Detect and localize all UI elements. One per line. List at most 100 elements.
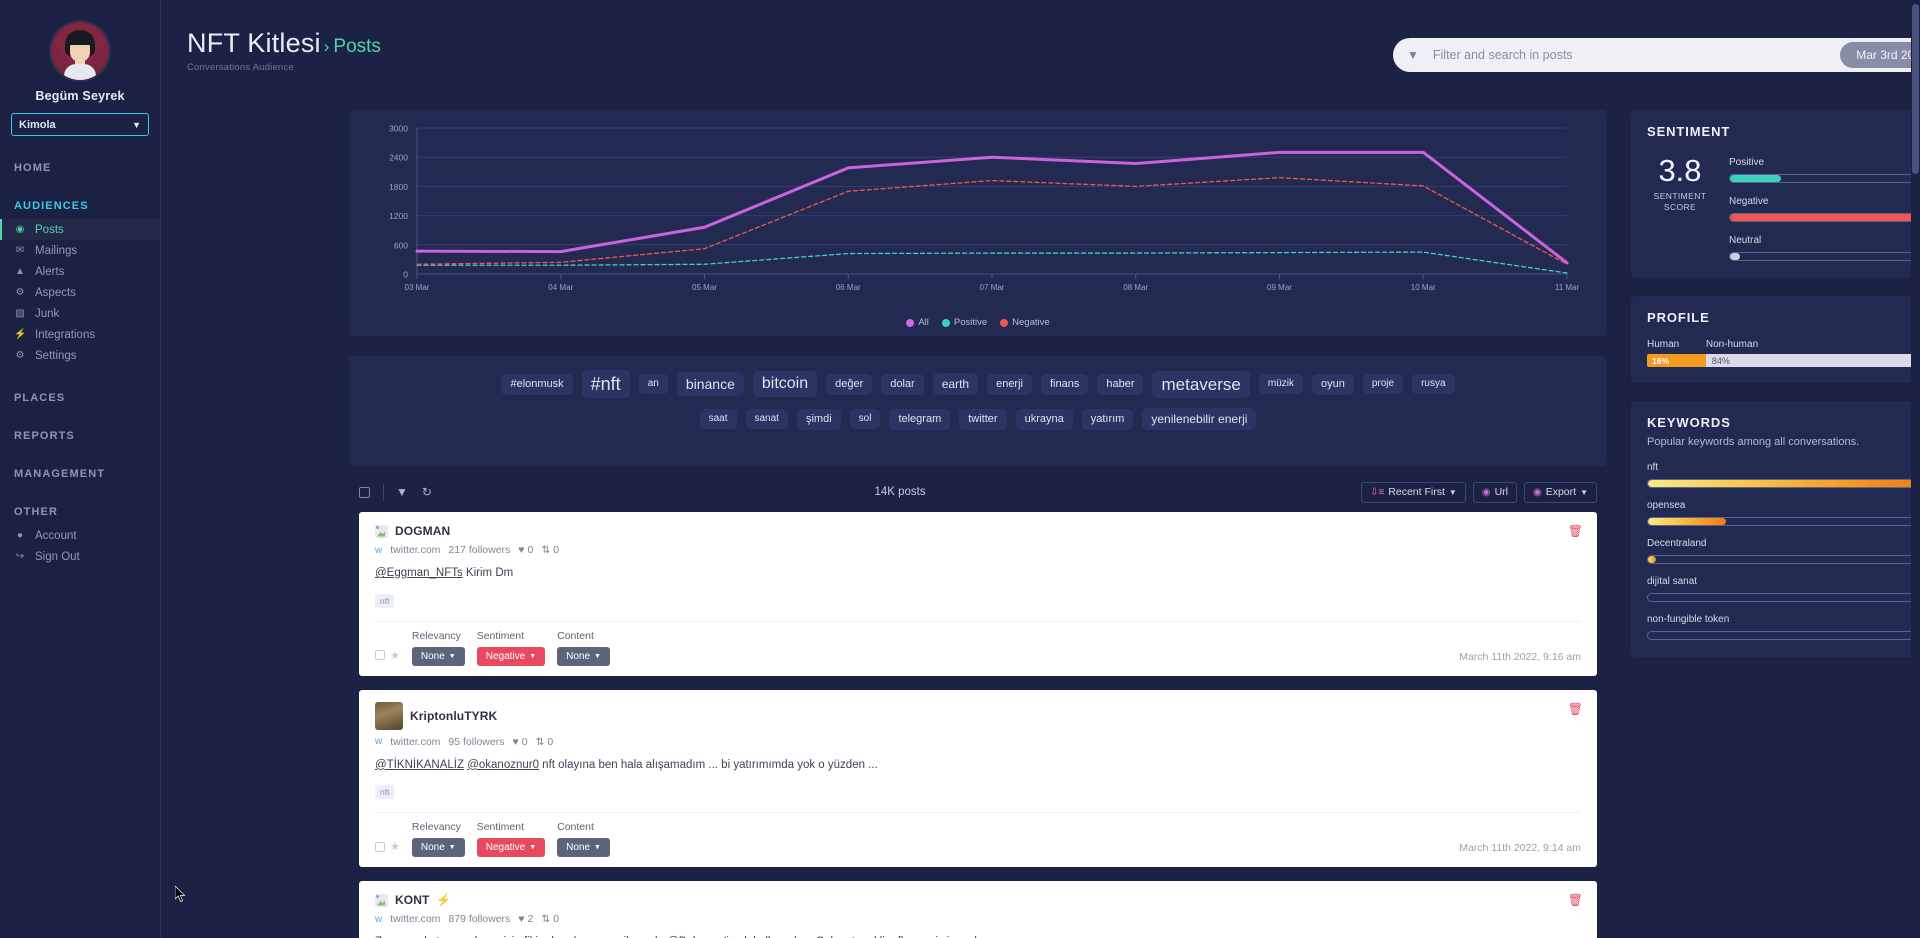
trend-chart: 0 600 1200 1800 2400 3000 03 Mar 04 Mar 05 Mar 06… (389, 124, 1580, 293)
tag-item[interactable]: saat (699, 409, 737, 429)
sidebar-item-settings[interactable]: ⚙ Settings (0, 345, 160, 366)
avatar-neck (75, 58, 85, 68)
sort-button[interactable]: ⇩≡ Recent First ▼ (1361, 481, 1466, 503)
tag-item[interactable]: ukrayna (1015, 408, 1073, 430)
sidebar-section-places[interactable]: PLACES (14, 392, 66, 404)
retweets-count: 0 (553, 544, 560, 556)
date-range-picker[interactable]: Mar 3rd 2022 - Apr 28th 2022 (1840, 42, 1920, 68)
tag-item[interactable]: yenilenebilir enerji (1142, 408, 1257, 430)
search-bar[interactable]: ▼ Filter and search in posts Mar 3rd 202… (1393, 38, 1920, 72)
tag-item[interactable]: telegram (889, 408, 951, 430)
tag-item[interactable]: finans (1040, 373, 1089, 395)
sidebar-item-posts[interactable]: ◉ Posts (0, 219, 160, 240)
svg-text:11 Mar: 11 Mar (1555, 283, 1580, 292)
legend-item-positive[interactable]: Positive (941, 317, 987, 328)
post-followers: 217 followers (448, 544, 511, 556)
post-card[interactable]: KriptonluTYRK w twitter.com 95 followers ♥ 0 ⇅… (359, 689, 1597, 868)
tag-item[interactable]: #nft (581, 370, 630, 398)
delete-icon[interactable]: 🗑 (1567, 701, 1583, 716)
sidebar-section-home[interactable]: HOME (14, 162, 52, 174)
post-author[interactable]: DOGMAN (395, 524, 451, 538)
legend-item-negative[interactable]: Negative (1000, 317, 1050, 328)
post-author[interactable]: KONT (395, 893, 430, 908)
legend-item-all[interactable]: All (906, 317, 929, 328)
tag-item[interactable]: enerji (987, 373, 1032, 395)
post-mention-link[interactable]: @okanoznur0 (467, 758, 539, 771)
tag-item[interactable]: şimdi (796, 408, 841, 430)
select-all-checkbox[interactable] (359, 486, 370, 498)
tag-item[interactable]: dolar (881, 373, 924, 395)
refresh-icon[interactable]: ↻ (421, 485, 432, 499)
star-icon[interactable]: ★ (390, 841, 400, 854)
relevancy-dropdown[interactable]: None ▼ (411, 646, 465, 666)
relevancy-dropdown[interactable]: None ▼ (411, 838, 465, 858)
keyword-tag-cloud: #elonmusk #nft an binance bitcoin değer dolar e… (349, 356, 1607, 466)
post-mention-link[interactable]: @Eggman_NFTs (375, 567, 463, 579)
sidebar-item-sign-out[interactable]: ↪ Sign Out (0, 546, 160, 567)
delete-icon[interactable]: 🗑 (1567, 893, 1583, 908)
tag-item[interactable]: sanat (745, 409, 788, 429)
export-button[interactable]: ◉ Export ▼ (1523, 481, 1597, 503)
delete-icon[interactable]: 🗑 (1567, 524, 1583, 538)
tag-item[interactable]: proje (1362, 374, 1404, 394)
retweets-count: 0 (547, 735, 554, 748)
breadcrumb-current[interactable]: Posts (333, 36, 381, 57)
keyword-row[interactable]: Decentraland 2% (1647, 538, 1920, 565)
post-mention-link[interactable]: @TİKNİKANALİZ (375, 758, 464, 771)
tag-item[interactable]: sol (849, 409, 881, 429)
keyword-bar-track (1647, 516, 1920, 526)
tag-item[interactable]: değer (826, 373, 873, 395)
tag-item[interactable]: binance (676, 372, 744, 396)
post-checkbox[interactable] (375, 650, 385, 661)
post-tag[interactable]: nft (375, 593, 395, 608)
sidebar-item-integrations[interactable]: ⚡ Integrations (0, 324, 160, 345)
sentiment-bars: Positive 21% Negative 75% Neutral 4% (1729, 155, 1920, 262)
keyword-row[interactable]: nft 82% (1647, 462, 1920, 489)
sidebar-item-alerts[interactable]: ▲ Alerts (0, 261, 160, 282)
sentiment-dropdown[interactable]: Negative ▼ (476, 646, 546, 666)
scrollbar-thumb[interactable] (1912, 4, 1919, 174)
tag-item[interactable]: bitcoin (752, 371, 818, 397)
tag-item[interactable]: yatırım (1081, 408, 1134, 430)
url-button[interactable]: ◉ Url (1472, 481, 1517, 503)
post-tag[interactable]: nft (375, 785, 395, 800)
sidebar-section-other[interactable]: OTHER (14, 506, 58, 518)
tag-item[interactable]: metaverse (1152, 370, 1250, 398)
tag-item[interactable]: #elonmusk (501, 373, 573, 395)
tag-item[interactable]: müzik (1258, 374, 1303, 394)
sidebar-section-audiences[interactable]: AUDIENCES (14, 200, 89, 212)
keyword-label: non-fungible token (1647, 614, 1730, 625)
sidebar-item-aspects[interactable]: ⚙ Aspects (0, 282, 160, 303)
content-dropdown[interactable]: None ▼ (557, 646, 610, 666)
profile-labels: Human Non-human (1647, 339, 1920, 350)
sidebar-item-account[interactable]: ● Account (0, 525, 160, 546)
tag-item[interactable]: haber (1097, 373, 1144, 395)
tag-item[interactable]: earth (932, 373, 979, 395)
sidebar-section-management[interactable]: MANAGEMENT (14, 468, 106, 480)
tag-item[interactable]: oyun (1311, 373, 1354, 395)
post-card[interactable]: DOGMAN w twitter.com 217 followers ♥ 0 ⇅ 0 @Eggm… (359, 512, 1597, 676)
post-card[interactable]: KONT ⚡ w twitter.com 879 followers ♥2 ⇅0 Zamanı… (359, 881, 1597, 938)
keyword-row[interactable]: opensea 24% (1647, 500, 1920, 527)
tag-item[interactable]: twitter (959, 408, 1007, 430)
search-input-placeholder[interactable]: Filter and search in posts (1432, 48, 1573, 62)
sidebar-item-mailings[interactable]: ✉ Mailings (0, 240, 160, 261)
account-select[interactable]: Kimola ▼ (11, 113, 149, 136)
post-checkbox[interactable] (375, 841, 385, 852)
sidebar-item-junk[interactable]: ▧ Junk (0, 303, 160, 324)
avatar[interactable] (51, 22, 109, 80)
funnel-icon[interactable]: ▼ (396, 485, 408, 499)
keyword-bar-line: 82% (1647, 477, 1920, 489)
keyword-row[interactable]: non-fungible token 0% (1647, 614, 1920, 641)
star-icon[interactable]: ★ (390, 649, 400, 662)
keyword-row[interactable]: dijital sanat 0% (1647, 576, 1920, 603)
sidebar-section-reports[interactable]: REPORTS (14, 430, 75, 442)
content-dropdown[interactable]: None ▼ (557, 838, 610, 858)
sentiment-score-box: 3.8 SENTIMENT SCORE (1647, 155, 1713, 262)
tag-item[interactable]: rusya (1412, 374, 1455, 394)
page-scrollbar[interactable] (1911, 0, 1920, 938)
post-author[interactable]: KriptonluTYRK (410, 708, 498, 723)
funnel-icon[interactable]: ▼ (1407, 48, 1419, 62)
sentiment-dropdown[interactable]: Negative ▼ (476, 838, 546, 858)
tag-item[interactable]: an (638, 374, 668, 394)
